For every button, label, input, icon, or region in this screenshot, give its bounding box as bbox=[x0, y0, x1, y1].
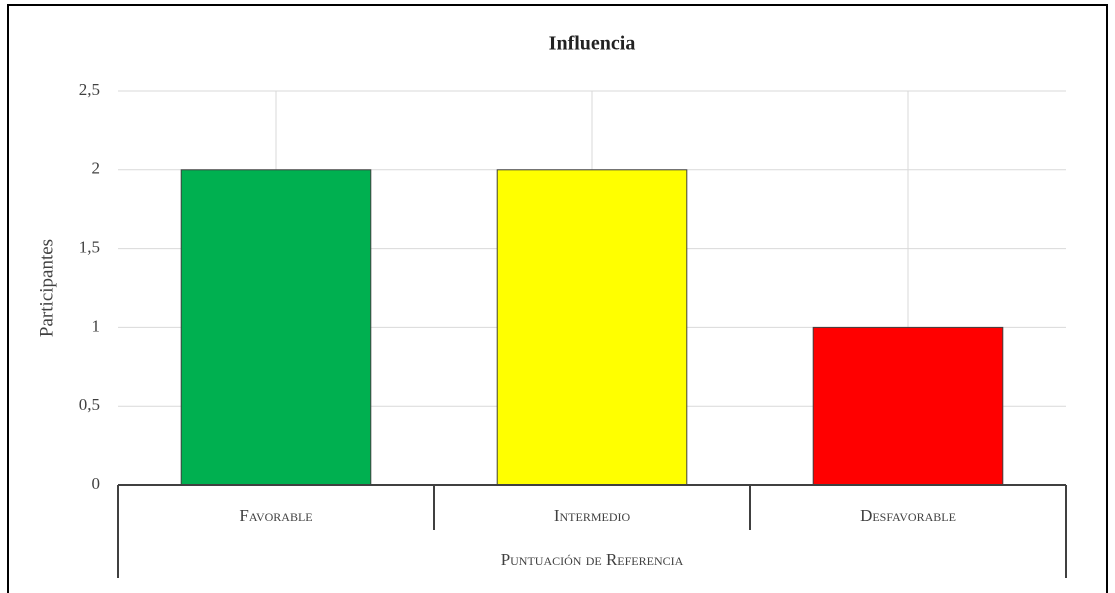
y-tick-label: 1 bbox=[92, 316, 101, 335]
x-tick-label: Desfavorable bbox=[860, 506, 956, 525]
bar bbox=[180, 169, 372, 486]
bar bbox=[496, 169, 688, 486]
x-group-label: Puntuación de Referencia bbox=[501, 550, 684, 569]
y-tick-label: 2,5 bbox=[79, 80, 100, 99]
bar bbox=[812, 326, 1004, 486]
chart-title: Influencia bbox=[549, 33, 636, 55]
y-tick-label: 1,5 bbox=[79, 238, 100, 257]
y-tick-label: 2 bbox=[92, 159, 101, 178]
y-axis-label: Participantes bbox=[36, 239, 57, 337]
y-tick-label: 0,5 bbox=[79, 395, 100, 414]
x-tick-label: Favorable bbox=[239, 506, 312, 525]
y-tick-label: 0 bbox=[92, 474, 101, 493]
x-tick-label: Intermedio bbox=[554, 506, 631, 525]
